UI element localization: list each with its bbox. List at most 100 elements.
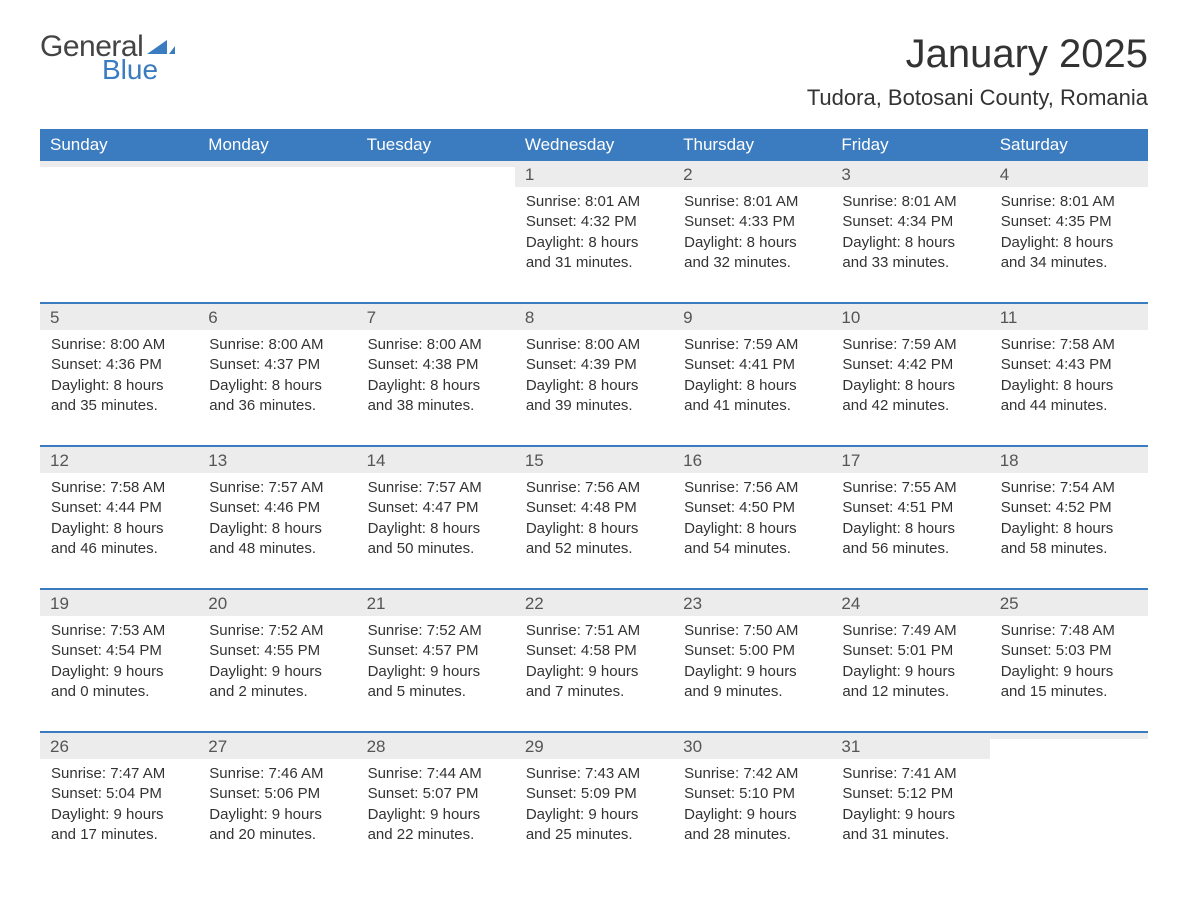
daylight-line: Daylight: 8 hours and 54 minutes.	[684, 519, 820, 560]
daylight-line: Daylight: 9 hours and 28 minutes.	[684, 805, 820, 846]
day-number-cell: 19	[40, 589, 198, 616]
calendar-table: SundayMondayTuesdayWednesdayThursdayFrid…	[40, 129, 1148, 874]
day-header: Thursday	[673, 129, 831, 161]
sunset-line: Sunset: 5:07 PM	[368, 784, 504, 804]
day-data-cell: Sunrise: 8:01 AMSunset: 4:33 PMDaylight:…	[673, 187, 831, 303]
day-number: 28	[357, 733, 515, 759]
day-data: Sunrise: 7:41 AMSunset: 5:12 PMDaylight:…	[832, 760, 988, 873]
sunrise-line: Sunrise: 7:53 AM	[51, 621, 187, 641]
sunrise-line: Sunrise: 7:59 AM	[842, 335, 978, 355]
week-number-row: 1234	[40, 161, 1148, 187]
daylight-line: Daylight: 8 hours and 52 minutes.	[526, 519, 662, 560]
day-number-cell: 17	[831, 446, 989, 473]
day-number-cell	[40, 161, 198, 187]
day-data-cell: Sunrise: 8:01 AMSunset: 4:35 PMDaylight:…	[990, 187, 1148, 303]
sunrise-line: Sunrise: 7:56 AM	[684, 478, 820, 498]
sunrise-line: Sunrise: 7:50 AM	[684, 621, 820, 641]
sunrise-line: Sunrise: 7:52 AM	[368, 621, 504, 641]
day-data-cell: Sunrise: 7:48 AMSunset: 5:03 PMDaylight:…	[990, 616, 1148, 732]
sunrise-line: Sunrise: 7:42 AM	[684, 764, 820, 784]
day-number-cell: 29	[515, 732, 673, 759]
logo: General Blue	[40, 32, 175, 84]
sunset-line: Sunset: 5:04 PM	[51, 784, 187, 804]
day-number	[990, 733, 1148, 739]
daylight-line: Daylight: 9 hours and 5 minutes.	[368, 662, 504, 703]
daylight-line: Daylight: 8 hours and 46 minutes.	[51, 519, 187, 560]
day-number-cell: 23	[673, 589, 831, 616]
sunset-line: Sunset: 4:46 PM	[209, 498, 345, 518]
day-number: 11	[990, 304, 1148, 330]
daylight-line: Daylight: 8 hours and 58 minutes.	[1001, 519, 1137, 560]
day-number: 7	[357, 304, 515, 330]
day-number: 8	[515, 304, 673, 330]
day-data: Sunrise: 7:48 AMSunset: 5:03 PMDaylight:…	[991, 617, 1147, 730]
day-data: Sunrise: 8:00 AMSunset: 4:36 PMDaylight:…	[41, 331, 197, 444]
day-data-cell: Sunrise: 8:00 AMSunset: 4:37 PMDaylight:…	[198, 330, 356, 446]
sunset-line: Sunset: 4:34 PM	[842, 212, 978, 232]
daylight-line: Daylight: 8 hours and 33 minutes.	[842, 233, 978, 274]
day-data-cell: Sunrise: 7:44 AMSunset: 5:07 PMDaylight:…	[357, 759, 515, 874]
sunrise-line: Sunrise: 8:01 AM	[684, 192, 820, 212]
day-number: 2	[673, 161, 831, 187]
day-data-cell: Sunrise: 7:47 AMSunset: 5:04 PMDaylight:…	[40, 759, 198, 874]
day-data-cell: Sunrise: 7:41 AMSunset: 5:12 PMDaylight:…	[831, 759, 989, 874]
daylight-line: Daylight: 9 hours and 15 minutes.	[1001, 662, 1137, 703]
day-data: Sunrise: 8:01 AMSunset: 4:33 PMDaylight:…	[674, 188, 830, 301]
day-header: Friday	[831, 129, 989, 161]
week-number-row: 262728293031	[40, 732, 1148, 759]
day-header: Wednesday	[515, 129, 673, 161]
daylight-line: Daylight: 8 hours and 34 minutes.	[1001, 233, 1137, 274]
daylight-line: Daylight: 8 hours and 35 minutes.	[51, 376, 187, 417]
day-number-cell: 7	[357, 303, 515, 330]
day-header: Monday	[198, 129, 356, 161]
day-data	[358, 200, 514, 290]
sunrise-line: Sunrise: 7:46 AM	[209, 764, 345, 784]
day-data-cell: Sunrise: 7:56 AMSunset: 4:48 PMDaylight:…	[515, 473, 673, 589]
day-data: Sunrise: 7:53 AMSunset: 4:54 PMDaylight:…	[41, 617, 197, 730]
day-data-cell: Sunrise: 8:01 AMSunset: 4:32 PMDaylight:…	[515, 187, 673, 303]
day-number: 27	[198, 733, 356, 759]
sunset-line: Sunset: 4:35 PM	[1001, 212, 1137, 232]
day-number: 15	[515, 447, 673, 473]
day-data: Sunrise: 8:00 AMSunset: 4:39 PMDaylight:…	[516, 331, 672, 444]
day-number: 3	[831, 161, 989, 187]
day-data: Sunrise: 7:55 AMSunset: 4:51 PMDaylight:…	[832, 474, 988, 587]
day-number-cell: 6	[198, 303, 356, 330]
day-number: 31	[831, 733, 989, 759]
day-data: Sunrise: 7:51 AMSunset: 4:58 PMDaylight:…	[516, 617, 672, 730]
daylight-line: Daylight: 9 hours and 12 minutes.	[842, 662, 978, 703]
day-data: Sunrise: 7:58 AMSunset: 4:43 PMDaylight:…	[991, 331, 1147, 444]
day-data-cell: Sunrise: 7:46 AMSunset: 5:06 PMDaylight:…	[198, 759, 356, 874]
day-number: 1	[515, 161, 673, 187]
day-number-cell: 28	[357, 732, 515, 759]
sunset-line: Sunset: 4:36 PM	[51, 355, 187, 375]
sunrise-line: Sunrise: 7:51 AM	[526, 621, 662, 641]
day-number: 21	[357, 590, 515, 616]
sunrise-line: Sunrise: 7:57 AM	[209, 478, 345, 498]
day-data: Sunrise: 7:56 AMSunset: 4:50 PMDaylight:…	[674, 474, 830, 587]
day-data: Sunrise: 7:49 AMSunset: 5:01 PMDaylight:…	[832, 617, 988, 730]
day-data: Sunrise: 7:46 AMSunset: 5:06 PMDaylight:…	[199, 760, 355, 873]
daylight-line: Daylight: 9 hours and 0 minutes.	[51, 662, 187, 703]
day-number-cell: 24	[831, 589, 989, 616]
sunset-line: Sunset: 4:43 PM	[1001, 355, 1137, 375]
sunrise-line: Sunrise: 7:49 AM	[842, 621, 978, 641]
day-number-cell: 11	[990, 303, 1148, 330]
week-number-row: 12131415161718	[40, 446, 1148, 473]
sunrise-line: Sunrise: 7:59 AM	[684, 335, 820, 355]
day-number-cell: 10	[831, 303, 989, 330]
day-data-cell: Sunrise: 7:55 AMSunset: 4:51 PMDaylight:…	[831, 473, 989, 589]
title-block: January 2025 Tudora, Botosani County, Ro…	[807, 32, 1148, 111]
sunset-line: Sunset: 5:09 PM	[526, 784, 662, 804]
day-data-cell	[357, 187, 515, 303]
sunrise-line: Sunrise: 7:56 AM	[526, 478, 662, 498]
day-number: 4	[990, 161, 1148, 187]
sunset-line: Sunset: 4:41 PM	[684, 355, 820, 375]
day-data: Sunrise: 7:44 AMSunset: 5:07 PMDaylight:…	[358, 760, 514, 873]
sunrise-line: Sunrise: 7:58 AM	[1001, 335, 1137, 355]
sunset-line: Sunset: 5:12 PM	[842, 784, 978, 804]
day-data-cell: Sunrise: 7:49 AMSunset: 5:01 PMDaylight:…	[831, 616, 989, 732]
daylight-line: Daylight: 8 hours and 44 minutes.	[1001, 376, 1137, 417]
daylight-line: Daylight: 8 hours and 39 minutes.	[526, 376, 662, 417]
sunset-line: Sunset: 4:38 PM	[368, 355, 504, 375]
